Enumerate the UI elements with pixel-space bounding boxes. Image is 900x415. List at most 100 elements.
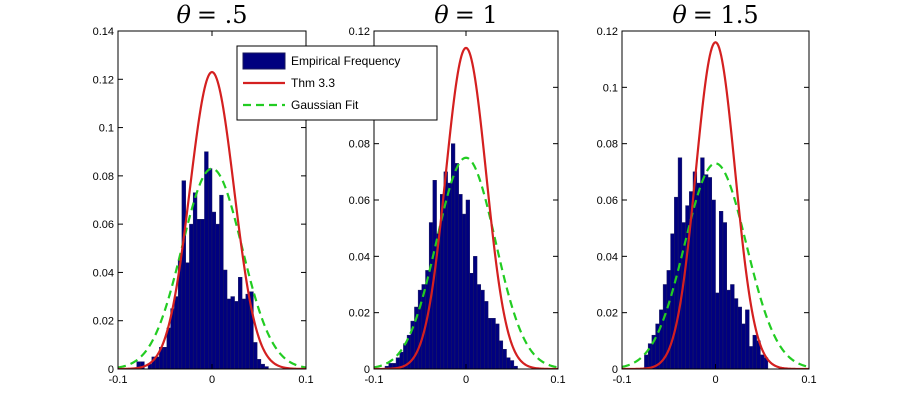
histogram-bar xyxy=(741,323,746,369)
x-tick-label: -0.1 xyxy=(613,374,632,386)
y-tick-label: 0.06 xyxy=(93,219,114,231)
title-value: = 1.5 xyxy=(693,1,759,29)
y-tick-label: 0.06 xyxy=(349,195,370,207)
histogram-bar xyxy=(200,219,205,369)
histogram-bar xyxy=(748,346,754,369)
panel-3: 00.020.040.060.080.10.12-0.1 0 0.1θ = 1.5 xyxy=(597,1,817,386)
histogram-bar xyxy=(462,213,467,369)
title-symbol: θ xyxy=(672,1,687,29)
histogram-bar xyxy=(473,256,478,369)
y-tick-label: 0.02 xyxy=(349,308,370,320)
histogram-bar xyxy=(509,360,515,369)
histogram-bar xyxy=(722,222,727,369)
histogram-bar xyxy=(155,356,160,369)
x-tick-label: -0.1 xyxy=(365,374,384,386)
legend-entry-label: Gaussian Fit xyxy=(291,98,359,112)
legend: Empirical Frequency Thm 3.3 Gaussian Fit xyxy=(236,45,438,121)
histogram-bar xyxy=(219,194,224,369)
y-tick-label: 0.12 xyxy=(93,74,114,86)
legend-entry-label: Empirical Frequency xyxy=(291,54,400,68)
histogram-bar xyxy=(760,354,765,369)
histogram-bar xyxy=(647,343,653,369)
histogram-bar xyxy=(700,157,705,369)
x-tick-label: 0.1 xyxy=(298,374,313,386)
histogram-bar xyxy=(733,298,739,369)
x-tick-label: 0 xyxy=(209,374,215,386)
y-tick-label: 0.04 xyxy=(93,267,114,279)
y-tick-label: 0.1 xyxy=(603,82,618,94)
panel-title: θ = 1 xyxy=(434,1,497,29)
plot-area xyxy=(622,41,809,369)
y-tick-label: 0 xyxy=(108,364,114,376)
histogram-bar xyxy=(670,233,675,369)
histogram-bar xyxy=(238,277,243,369)
histogram-bar xyxy=(253,342,258,369)
y-tick-label: 0.1 xyxy=(99,123,114,135)
gaussian-fit-curve xyxy=(622,162,809,368)
histogram-bar xyxy=(162,347,168,369)
y-tick-label: 0.04 xyxy=(597,251,618,263)
gaussian-fit-curve xyxy=(374,156,558,369)
histogram-bar xyxy=(707,177,713,369)
histogram-bar xyxy=(469,272,474,369)
y-tick-label: 0.06 xyxy=(597,195,618,207)
histogram-bar xyxy=(506,357,511,369)
histogram-bar xyxy=(264,366,269,369)
histogram-bar xyxy=(192,192,198,369)
legend-entry-label: Thm 3.3 xyxy=(291,76,335,90)
histogram-bar xyxy=(730,284,735,369)
histogram-bar xyxy=(241,298,247,369)
y-tick-label: 0.02 xyxy=(93,316,114,328)
histogram-bar xyxy=(498,340,504,369)
histogram-bar xyxy=(495,323,500,369)
histogram-bar xyxy=(204,151,209,369)
histogram-bar xyxy=(196,219,201,369)
y-tick-label: 0 xyxy=(612,364,618,376)
histogram-bar xyxy=(644,354,649,369)
histogram-bar xyxy=(502,349,507,369)
histogram-bar xyxy=(245,293,250,369)
y-tick-label: 0.14 xyxy=(93,26,114,38)
y-tick-label: 0.08 xyxy=(93,171,114,183)
plot-area xyxy=(374,46,558,369)
histogram-bar xyxy=(711,199,716,369)
title-symbol: θ xyxy=(176,1,191,29)
histogram-bar xyxy=(223,269,228,369)
x-tick-label: 0.1 xyxy=(550,374,565,386)
x-tick-label: 0.1 xyxy=(801,374,816,386)
theory-curve xyxy=(118,70,306,369)
histogram-bar xyxy=(715,292,720,369)
title-value: = .5 xyxy=(197,1,248,29)
histogram-bar xyxy=(458,194,463,369)
histogram-bar xyxy=(480,289,485,369)
theory-curve xyxy=(374,46,558,369)
histogram-bar xyxy=(476,284,481,369)
histogram-bar xyxy=(454,163,459,369)
histogram-bar xyxy=(181,180,186,369)
title-value: = 1 xyxy=(455,1,498,29)
x-tick-label: 0 xyxy=(463,374,469,386)
histogram-bar xyxy=(234,301,239,369)
histogram-bar xyxy=(745,309,750,369)
histogram-bar xyxy=(249,291,254,369)
y-tick-label: 0.08 xyxy=(349,139,370,151)
y-tick-label: 0.08 xyxy=(597,139,618,151)
x-tick-label: -0.1 xyxy=(109,374,128,386)
histogram-bar xyxy=(447,182,452,369)
histogram-bar xyxy=(174,296,179,369)
histogram-bar xyxy=(226,298,232,369)
histogram-bar xyxy=(230,296,235,369)
panel-title: θ = 1.5 xyxy=(672,1,758,29)
histogram-bar xyxy=(491,318,496,369)
y-tick-label: 0.12 xyxy=(597,26,618,38)
theory-curve xyxy=(622,41,809,369)
histogram-bar xyxy=(185,262,190,369)
y-tick-label: 0 xyxy=(364,364,370,376)
y-tick-label: 0.02 xyxy=(597,308,618,320)
histogram-bar xyxy=(260,363,265,369)
histogram-bar xyxy=(189,223,194,369)
y-tick-label: 0.04 xyxy=(349,251,370,263)
histogram-bar xyxy=(166,327,171,369)
histogram-bar xyxy=(484,301,489,369)
